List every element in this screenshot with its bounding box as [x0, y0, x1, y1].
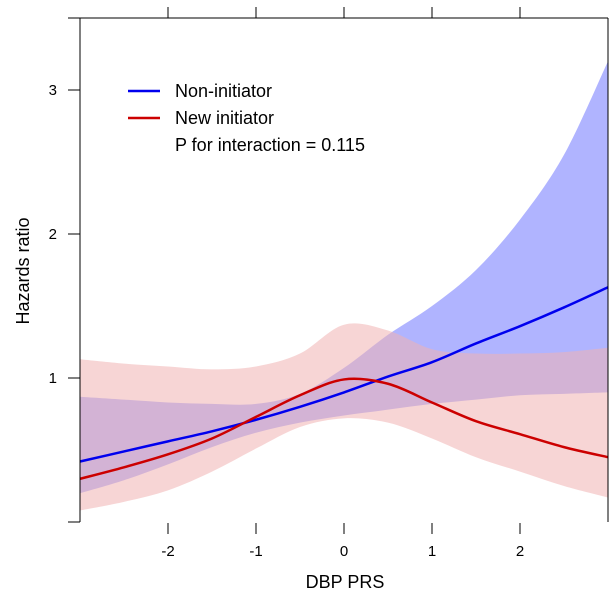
- confidence-bands: [80, 61, 608, 511]
- legend-label-non-initiator: Non-initiator: [175, 81, 272, 101]
- legend: Non-initiator New initiator P for intera…: [128, 81, 365, 155]
- x-tick-label: 1: [428, 543, 436, 560]
- legend-label-new-initiator: New initiator: [175, 108, 274, 128]
- y-tick-label: 3: [49, 82, 57, 99]
- y-axis-label: Hazards ratio: [13, 217, 33, 324]
- x-tick-label: 2: [516, 543, 524, 560]
- y-tick-label: 1: [49, 370, 57, 387]
- series-line-new-initiator: [79, 377, 609, 481]
- x-axis: -2 -1 0 1 2: [161, 7, 524, 560]
- y-tick-label: 2: [49, 226, 57, 243]
- x-axis-label: DBP PRS: [306, 572, 385, 592]
- y-axis: 1 2 3: [49, 82, 80, 387]
- x-tick-label: -1: [249, 543, 262, 560]
- confidence-band-new-initiator: [80, 323, 608, 511]
- legend-annotation-p-value: P for interaction = 0.115: [175, 135, 365, 155]
- series-lines: [79, 286, 609, 481]
- x-tick-label: 0: [340, 543, 348, 560]
- series-line-non-initiator: [79, 286, 609, 463]
- x-tick-label: -2: [161, 543, 174, 560]
